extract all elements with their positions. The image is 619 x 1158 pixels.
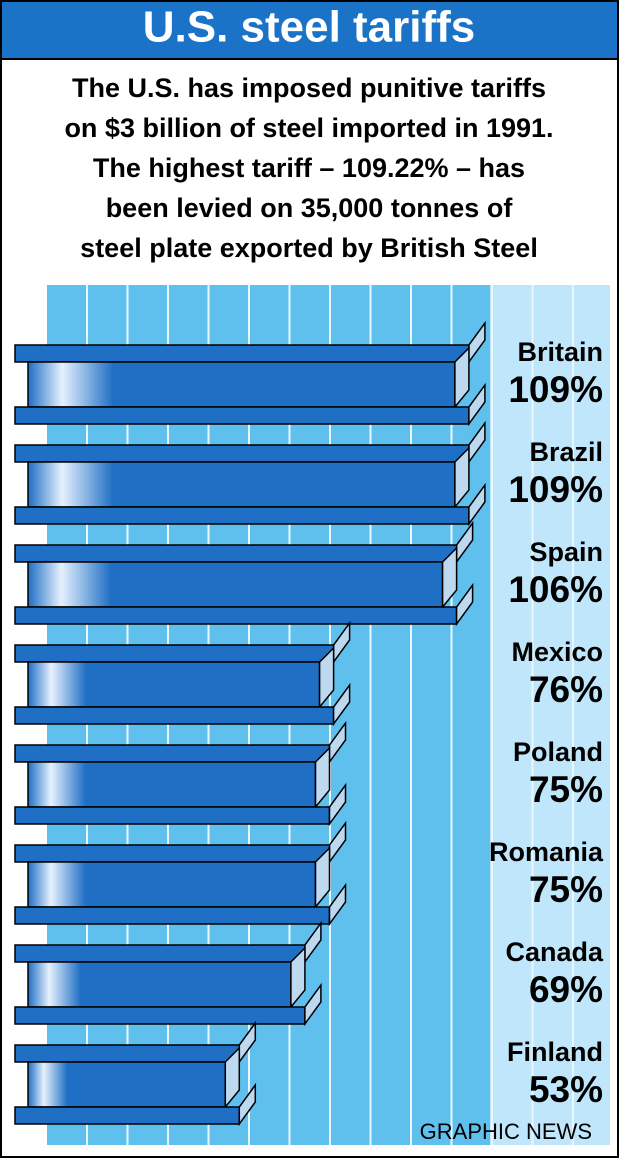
beam [14, 520, 474, 627]
value-label: 106% [508, 569, 603, 610]
value-label: 53% [529, 1069, 603, 1110]
category-label: Canada [505, 937, 604, 967]
beam-flange [14, 906, 331, 925]
beam [14, 1020, 257, 1127]
beam-web-end [318, 646, 335, 710]
beam-end [468, 482, 486, 527]
beam-flange [14, 406, 470, 425]
beam-flange [14, 1106, 241, 1125]
background-light [490, 285, 610, 1145]
beam-end [468, 382, 486, 427]
category-label: Finland [507, 1037, 603, 1067]
value-label: 76% [529, 669, 603, 710]
beam-web-end [290, 946, 306, 1010]
beam [14, 320, 486, 427]
beam-flange [14, 644, 335, 663]
beam-flange [14, 444, 470, 463]
subtitle-line: on $3 billion of steel imported in 1991. [64, 113, 553, 143]
beam-web-end [314, 746, 331, 810]
beam-flange [14, 344, 470, 363]
beam-flange [14, 544, 458, 563]
subtitle: The U.S. has imposed punitive tariffs on… [64, 73, 553, 263]
beam-web-end [314, 846, 331, 910]
beam-web-end [454, 346, 470, 410]
beam-end [328, 882, 347, 927]
category-label: Romania [489, 837, 604, 867]
beam-web [27, 561, 444, 608]
beam-web [27, 661, 321, 708]
category-label: Britain [517, 337, 603, 367]
beam-web-end [441, 546, 458, 610]
beam-end [304, 982, 322, 1027]
beam [14, 620, 351, 727]
source: GRAPHIC NEWS [420, 1119, 592, 1144]
category-label: Mexico [511, 637, 603, 667]
chart-title: U.S. steel tariffs [143, 3, 476, 52]
beam-flange [14, 706, 335, 725]
beam-web [27, 1061, 227, 1108]
beam [14, 920, 322, 1027]
beam [14, 420, 486, 527]
beam-web [27, 961, 292, 1008]
beam-flange [14, 1044, 241, 1063]
beam-end [238, 1082, 257, 1127]
category-label: Poland [513, 737, 603, 767]
beam-end [332, 682, 351, 727]
beam-end [455, 582, 474, 627]
category-label: Brazil [529, 437, 603, 467]
title-band [0, 0, 619, 60]
beam-flange [14, 844, 331, 863]
beam-flange [14, 744, 331, 763]
value-label: 69% [529, 969, 603, 1010]
beam [14, 820, 347, 927]
beam-web [27, 861, 317, 908]
subtitle-line: steel plate exported by British Steel [80, 233, 538, 263]
beam-web [27, 461, 456, 508]
beam-web [27, 761, 317, 808]
subtitle-line: been levied on 35,000 tonnes of [106, 193, 514, 223]
value-label: 75% [529, 869, 603, 910]
beam-flange [14, 944, 306, 963]
beam [14, 720, 347, 827]
beam-flange [14, 606, 458, 625]
beam-flange [14, 1006, 306, 1025]
category-label: Spain [529, 537, 603, 567]
value-label: 109% [508, 469, 603, 510]
beam-web [27, 361, 456, 408]
value-label: 75% [529, 769, 603, 810]
beam-end [328, 782, 347, 827]
beam-web-end [454, 446, 470, 510]
beam-flange [14, 506, 470, 525]
value-label: 109% [508, 369, 603, 410]
beam-flange [14, 806, 331, 825]
subtitle-line: The highest tariff – 109.22% – has [93, 153, 525, 183]
subtitle-line: The U.S. has imposed punitive tariffs [72, 73, 546, 103]
beam-web-end [224, 1046, 241, 1110]
